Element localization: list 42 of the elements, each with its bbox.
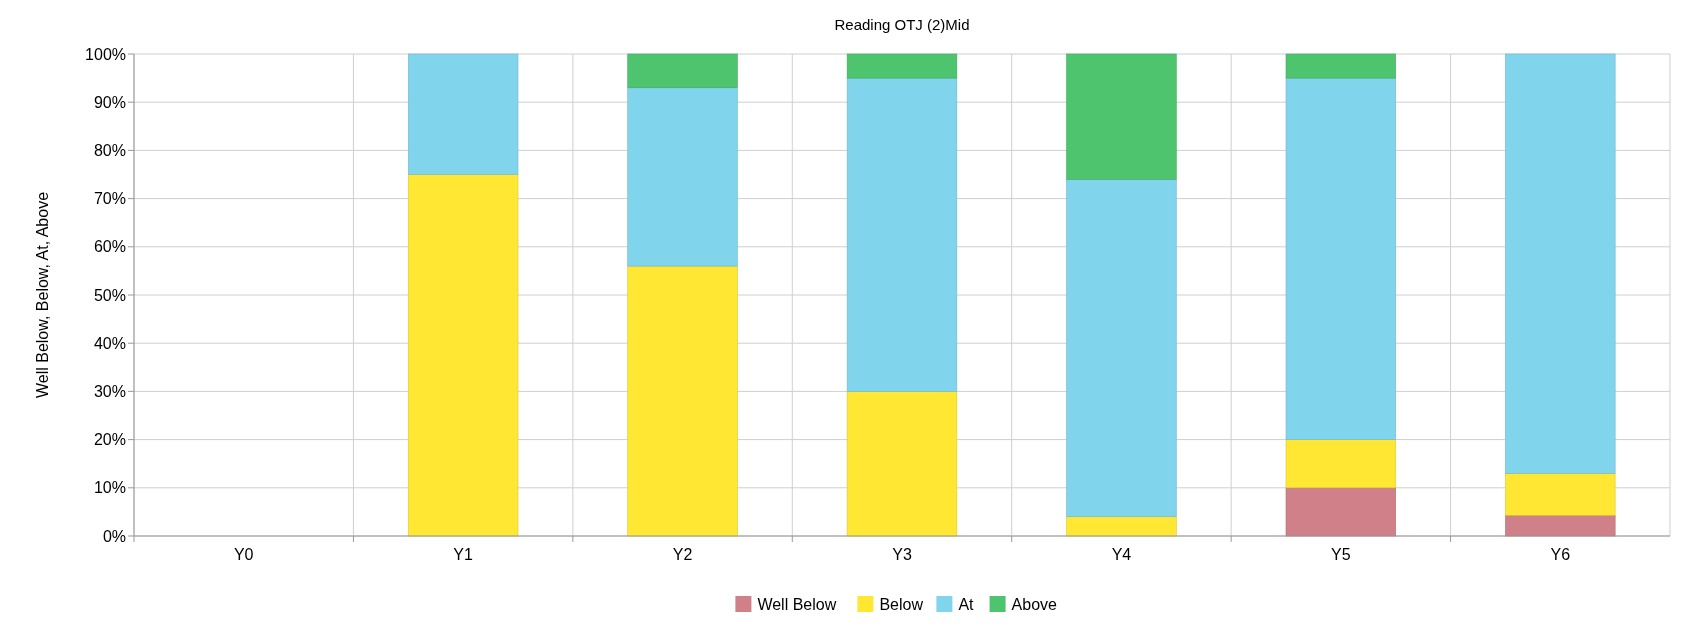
bar bbox=[627, 265, 738, 537]
bar bbox=[1066, 179, 1177, 518]
legend-label: Below bbox=[879, 595, 924, 613]
y-tick-label: 40% bbox=[93, 334, 126, 352]
bar bbox=[627, 53, 738, 89]
bar bbox=[1285, 77, 1397, 440]
bar bbox=[407, 174, 519, 537]
chart-title: Reading OTJ (2)Mid bbox=[834, 16, 970, 33]
bar bbox=[846, 391, 958, 537]
y-tick-label: 80% bbox=[93, 142, 126, 159]
legend-label: Above bbox=[1011, 595, 1058, 613]
y-tick-label: 60% bbox=[93, 238, 126, 256]
x-tick-label: Y4 bbox=[1111, 546, 1132, 563]
y-axis-title: Well Below, Below, At, Above bbox=[34, 191, 51, 399]
bar bbox=[846, 53, 958, 79]
bar bbox=[1066, 53, 1177, 180]
x-tick-label: Y6 bbox=[1550, 546, 1571, 563]
bar bbox=[1285, 53, 1397, 79]
legend-label: Well Below bbox=[757, 595, 837, 613]
bar bbox=[846, 77, 958, 392]
y-tick-label: 100% bbox=[85, 45, 126, 63]
bar bbox=[1505, 473, 1616, 516]
bar bbox=[1066, 516, 1177, 537]
y-tick-label: 10% bbox=[93, 479, 126, 497]
y-tick-label: 30% bbox=[93, 383, 126, 400]
bar bbox=[1505, 53, 1616, 474]
x-tick-label: Y0 bbox=[233, 546, 254, 563]
y-tick-label: 0% bbox=[102, 527, 126, 545]
x-tick-label: Y5 bbox=[1331, 546, 1351, 563]
legend-label: At bbox=[958, 595, 975, 613]
bar bbox=[1285, 439, 1397, 489]
bar bbox=[1505, 514, 1616, 537]
y-tick-label: 70% bbox=[93, 190, 126, 208]
y-tick-label: 20% bbox=[93, 431, 126, 449]
bar bbox=[1285, 487, 1397, 537]
bar bbox=[627, 87, 738, 267]
x-tick-label: Y3 bbox=[892, 546, 912, 563]
bar bbox=[407, 53, 519, 175]
y-tick-label: 90% bbox=[93, 93, 126, 111]
y-tick-label: 50% bbox=[93, 286, 126, 304]
x-tick-label: Y1 bbox=[453, 546, 474, 563]
x-tick-label: Y2 bbox=[672, 546, 693, 563]
